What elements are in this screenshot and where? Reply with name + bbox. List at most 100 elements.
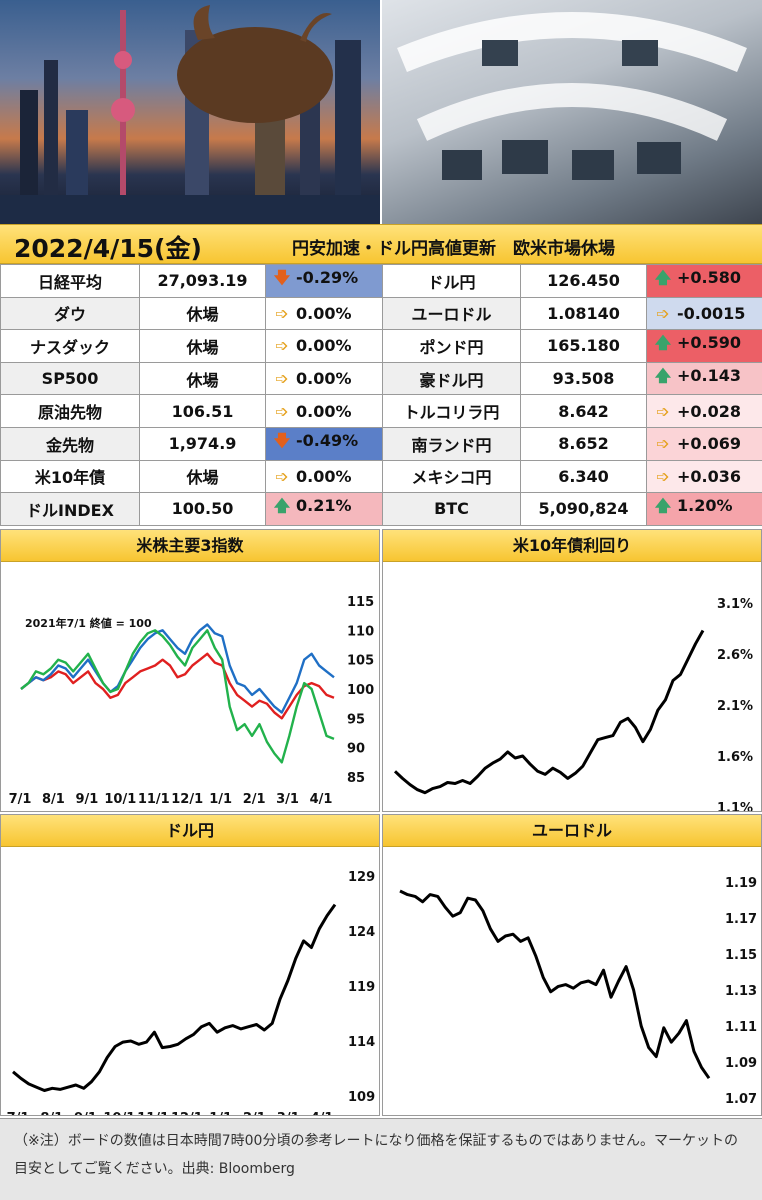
instrument-value: 5,090,824 [520, 492, 647, 526]
us10y-plot: 1.1%1.6%2.1%2.6%3.1%7/18/19/110/111/112/… [393, 597, 753, 811]
series-line-2 [20, 623, 335, 714]
y-tick-label: 1.19 [725, 876, 757, 891]
change-cell: 🡇 -0.29% [265, 264, 383, 298]
change-value: -0.49% [296, 431, 359, 451]
change-value: 0.00% [296, 401, 352, 421]
arrow-down-icon: 🡇 [273, 431, 291, 451]
instrument-name: 金先物 [0, 426, 140, 461]
arrow-right-icon: ➩ [275, 401, 289, 421]
change-cell: ➩ 0.00% [265, 329, 383, 363]
x-tick-label: 11/1 [137, 1111, 169, 1115]
arrow-right-icon: ➩ [656, 401, 670, 421]
y-tick-label: 1.09 [725, 1056, 757, 1071]
chart-us10y: 米10年債利回り 1.1%1.6%2.1%2.6%3.1%7/18/19/110… [382, 529, 762, 812]
x-tick-label: 1/1 [209, 1111, 232, 1115]
change-value: 0.00% [296, 336, 352, 356]
instrument-name: ダウ [0, 296, 140, 331]
y-tick-label: 1.13 [725, 984, 757, 999]
change-value: 0.21% [296, 496, 352, 516]
instrument-name: ユーロドル [382, 296, 521, 331]
y-tick-label: 110 [347, 624, 374, 639]
quote-row: 金先物 1,974.9 🡇 -0.49% 南ランド円 8.652 ➩ +0.069 [0, 426, 762, 461]
base-annotation: 2021年7/1 終値 = 100 [25, 616, 152, 630]
change-value: 0.00% [296, 303, 352, 323]
x-tick-label: 2/1 [243, 792, 266, 807]
change-cell: ➩ +0.036 [646, 459, 762, 494]
y-tick-label: 115 [347, 595, 374, 610]
instrument-name: SP500 [0, 361, 140, 396]
instrument-name: メキシコ円 [382, 459, 521, 494]
change-cell: ➩ 0.00% [265, 361, 383, 396]
y-tick-label: 124 [348, 925, 375, 940]
arrow-up-icon: 🡅 [654, 333, 672, 353]
arrow-right-icon: ➩ [656, 303, 670, 323]
change-value: 1.20% [677, 496, 733, 516]
tse-trading-floor-photo [382, 0, 762, 224]
instrument-value: 100.50 [139, 492, 266, 526]
change-cell: ➩ 0.00% [265, 394, 383, 428]
y-tick-label: 2.1% [717, 699, 753, 714]
y-tick-label: 3.1% [717, 597, 753, 612]
instrument-name: 原油先物 [0, 394, 140, 428]
instrument-name: BTC [382, 492, 521, 526]
arrow-right-icon: ➩ [275, 466, 289, 486]
change-value: 0.00% [296, 369, 352, 389]
series-line-1 [399, 889, 711, 1080]
y-tick-label: 1.11 [725, 1020, 757, 1035]
series-line-1 [20, 652, 335, 720]
report-date: 2022/4/15(金) [14, 234, 202, 263]
change-value: +0.069 [677, 434, 742, 454]
x-tick-label: 3/1 [277, 1111, 300, 1115]
instrument-name: ナスダック [0, 329, 140, 363]
instrument-value: 165.180 [520, 329, 647, 363]
chart-title: 米株主要3指数 [1, 530, 379, 562]
y-tick-label: 105 [347, 654, 374, 669]
y-tick-label: 2.6% [717, 648, 753, 663]
x-tick-label: 7/1 [9, 792, 32, 807]
instrument-name: 日経平均 [0, 264, 140, 298]
x-tick-label: 4/1 [311, 1111, 334, 1115]
series-line-1 [12, 903, 337, 1092]
instrument-name: トルコリラ円 [382, 394, 521, 428]
quote-row: 日経平均 27,093.19 🡇 -0.29% ドル円 126.450 🡅 +0.580 [0, 264, 762, 298]
instrument-name: ポンド円 [382, 329, 521, 363]
instrument-value: 休場 [139, 329, 266, 363]
change-value: +0.590 [677, 333, 742, 353]
y-tick-label: 1.07 [725, 1092, 757, 1107]
x-tick-label: 11/1 [138, 792, 170, 807]
change-cell: 🡅 +0.580 [646, 264, 762, 298]
instrument-value: 6.340 [520, 459, 647, 494]
quote-row: ダウ 休場 ➩ 0.00% ユーロドル 1.08140 ➩ -0.0015 [0, 296, 762, 331]
change-value: +0.028 [677, 401, 742, 421]
change-cell: 🡅 0.21% [265, 492, 383, 526]
instrument-value: 休場 [139, 361, 266, 396]
us-indices-plot: 85 90 95 100 105 110 115 7/1 8/1 9/1 10/1 11/1 12/1 1… [9, 595, 375, 807]
x-tick-label: 12/1 [171, 1111, 203, 1115]
x-tick-label: 10/1 [103, 1111, 135, 1115]
x-tick-label: 9/1 [74, 1111, 97, 1115]
shanghai-bull-photo [0, 0, 380, 224]
arrow-up-icon: 🡅 [273, 496, 291, 516]
change-cell: 🡇 -0.49% [265, 426, 383, 461]
change-value: -0.0015 [677, 303, 746, 323]
change-cell: ➩ 0.00% [265, 296, 383, 331]
x-tick-label: 9/1 [75, 792, 98, 807]
x-tick-label: 3/1 [276, 792, 299, 807]
quote-row: SP500 休場 ➩ 0.00% 豪ドル円 93.508 🡅 +0.143 [0, 361, 762, 396]
change-value: -0.29% [296, 268, 359, 288]
instrument-value: 8.642 [520, 394, 647, 428]
y-tick-label: 129 [348, 870, 375, 885]
city-skyline-graphic [0, 5, 380, 224]
change-value: +0.580 [677, 268, 742, 288]
x-tick-label: 8/1 [40, 1111, 63, 1115]
arrow-up-icon: 🡅 [654, 366, 672, 386]
y-tick-label: 1.17 [725, 912, 757, 927]
change-cell: 🡅 1.20% [646, 492, 762, 526]
quote-row: 米10年債 休場 ➩ 0.00% メキシコ円 6.340 ➩ +0.036 [0, 459, 762, 494]
change-cell: 🡅 +0.590 [646, 329, 762, 363]
instrument-value: 106.51 [139, 394, 266, 428]
instrument-value: 休場 [139, 459, 266, 494]
instrument-value: 1,974.9 [139, 426, 266, 461]
x-tick-label: 12/1 [171, 792, 203, 807]
quote-row: ドルINDEX 100.50 🡅 0.21% BTC 5,090,824 🡅 1.20% [0, 492, 762, 526]
